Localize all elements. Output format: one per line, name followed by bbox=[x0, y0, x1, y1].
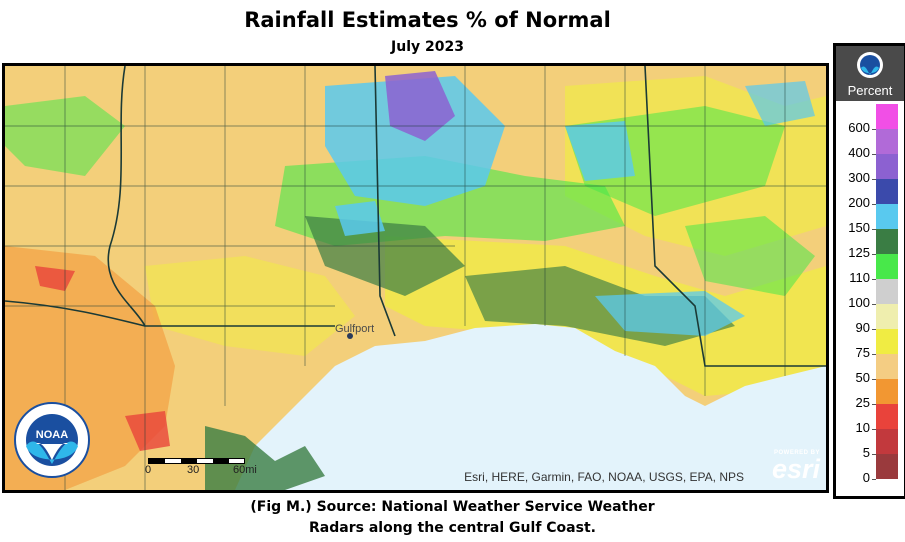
purple-zone-north bbox=[385, 71, 455, 141]
noaa-logo: NOAA bbox=[14, 402, 90, 478]
map-subtitle: July 2023 bbox=[391, 39, 464, 55]
county-lines bbox=[5, 66, 826, 490]
legend-tick bbox=[872, 379, 876, 380]
legend-tick bbox=[872, 304, 876, 305]
delta-marsh bbox=[205, 426, 325, 490]
legend: Percent 600 400 300 200 150 125 110 100 90 75 50 25… bbox=[833, 43, 905, 499]
legend-swatch-600 bbox=[876, 104, 898, 129]
caption-line-2: Radars along the central Gulf Coast. bbox=[309, 520, 596, 536]
legend-label-400: 400 bbox=[848, 145, 870, 160]
scale-bar-graphic bbox=[148, 458, 245, 464]
legend-label-200: 200 bbox=[848, 195, 870, 210]
scale-label-60: 60mi bbox=[233, 464, 257, 476]
legend-title: Percent bbox=[847, 83, 893, 98]
noaa-icon bbox=[857, 52, 883, 78]
legend-label-25: 25 bbox=[855, 395, 870, 410]
scale-bar: 0 30 60mi bbox=[145, 458, 275, 480]
legend-tick bbox=[872, 229, 876, 230]
legend-tick bbox=[872, 179, 876, 180]
scale-label-0: 0 bbox=[145, 464, 152, 476]
legend-tick bbox=[872, 279, 876, 280]
state-line-al-fl bbox=[644, 66, 826, 367]
esri-logo[interactable]: POWERED BY esri bbox=[750, 450, 820, 486]
state-line-ms-al bbox=[374, 66, 396, 337]
legend-label-600: 600 bbox=[848, 120, 870, 135]
legend-tick bbox=[872, 254, 876, 255]
legend-swatch-50 bbox=[876, 354, 898, 379]
legend-swatch-400 bbox=[876, 129, 898, 154]
noaa-logo-text: NOAA bbox=[36, 429, 68, 441]
esri-powered-text: POWERED BY bbox=[773, 450, 820, 456]
green-zone-east bbox=[685, 216, 815, 296]
legend-label-125: 125 bbox=[848, 245, 870, 260]
city-dot-gulfport bbox=[347, 333, 353, 339]
legend-label-50: 50 bbox=[855, 370, 870, 385]
legend-label-5: 5 bbox=[862, 445, 870, 460]
red-patch-south bbox=[125, 411, 170, 451]
legend-tick bbox=[872, 204, 876, 205]
legend-tick bbox=[872, 429, 876, 430]
map-canvas: Gulfport bbox=[5, 66, 826, 490]
legend-label-110: 110 bbox=[849, 270, 870, 285]
rainfall-map[interactable]: Gulfport NOAA 0 30 60mi Esri, HERE, Garm… bbox=[2, 63, 829, 493]
legend-swatch-100 bbox=[876, 279, 898, 304]
legend-label-100: 100 bbox=[848, 295, 870, 310]
scale-label-30: 30 bbox=[187, 464, 200, 476]
legend-tick bbox=[872, 154, 876, 155]
legend-swatch-0 bbox=[876, 454, 898, 479]
legend-swatch-110 bbox=[876, 254, 898, 279]
legend-swatch-125 bbox=[876, 229, 898, 254]
legend-label-300: 300 bbox=[848, 170, 870, 185]
esri-name-text: esri bbox=[771, 454, 820, 484]
blue-patch-northeast bbox=[565, 121, 635, 181]
caption-line-1: (Fig M.) Source: National Weather Servic… bbox=[250, 499, 655, 515]
legend-tick bbox=[872, 454, 876, 455]
legend-tick bbox=[872, 354, 876, 355]
legend-swatch-200 bbox=[876, 179, 898, 204]
legend-tick bbox=[872, 404, 876, 405]
legend-label-10: 10 bbox=[855, 420, 870, 435]
river-west bbox=[5, 300, 146, 327]
gulf-water bbox=[235, 324, 826, 490]
state-lines bbox=[5, 66, 826, 367]
legend-swatch-300 bbox=[876, 154, 898, 179]
city-label-gulfport: Gulfport bbox=[335, 323, 374, 335]
legend-tick bbox=[872, 479, 876, 480]
legend-label-75: 75 bbox=[855, 345, 870, 360]
legend-label-150: 150 bbox=[848, 220, 870, 235]
blue-zone-north-central bbox=[325, 76, 505, 206]
blue-patch-central bbox=[335, 201, 385, 236]
legend-label-0: 0 bbox=[862, 470, 870, 485]
legend-swatch-150 bbox=[876, 204, 898, 229]
legend-header: Percent bbox=[836, 46, 904, 101]
river-mississippi bbox=[107, 66, 335, 327]
legend-swatch-90 bbox=[876, 304, 898, 329]
legend-label-90: 90 bbox=[855, 320, 870, 335]
legend-tick bbox=[872, 129, 876, 130]
legend-swatch-5 bbox=[876, 429, 898, 454]
legend-swatch-25 bbox=[876, 379, 898, 404]
legend-swatch-10 bbox=[876, 404, 898, 429]
blue-patch-far-northeast bbox=[745, 81, 815, 126]
map-title: Rainfall Estimates % of Normal bbox=[244, 8, 611, 32]
legend-tick bbox=[872, 329, 876, 330]
map-attribution[interactable]: Esri, HERE, Garmin, FAO, NOAA, USGS, EPA… bbox=[464, 470, 744, 484]
blue-zone-coast bbox=[595, 291, 745, 336]
legend-swatch-75 bbox=[876, 329, 898, 354]
